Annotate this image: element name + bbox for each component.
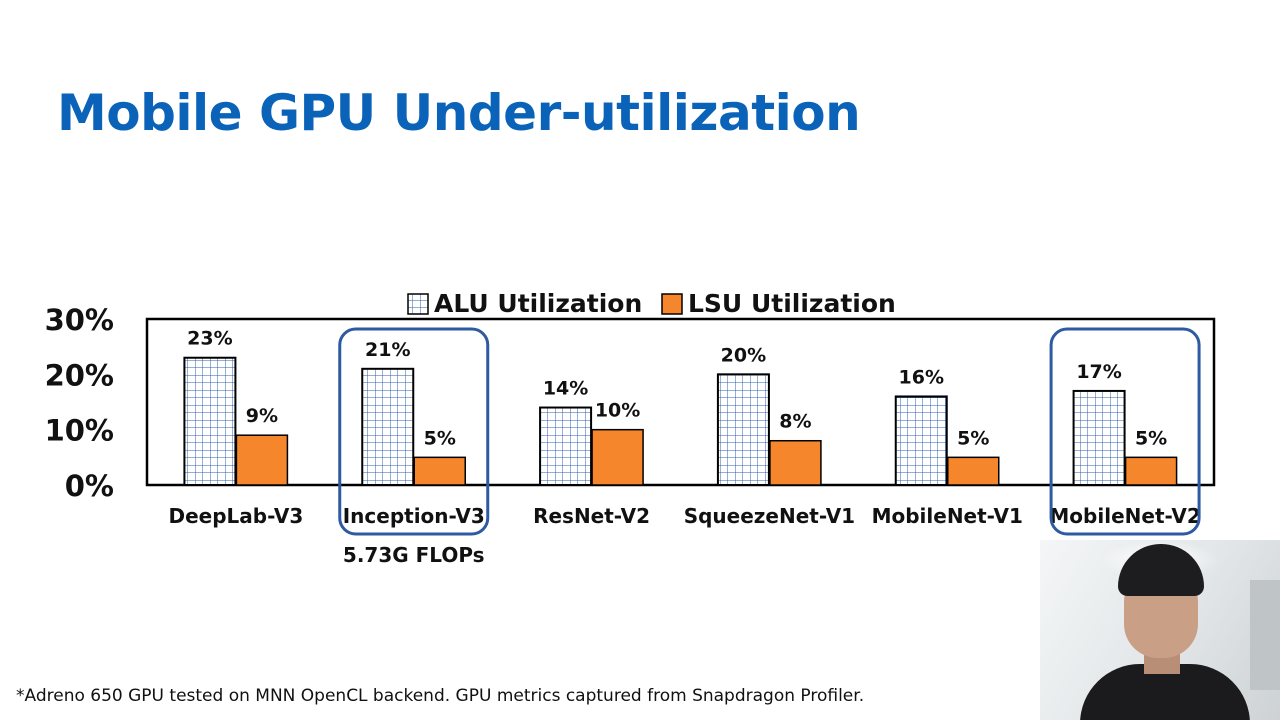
y-tick-label: 0% [65, 469, 114, 503]
plot-area-frame [145, 317, 1216, 487]
data-label-lsu: 10% [595, 400, 640, 422]
data-label-alu: 14% [543, 378, 588, 400]
bar-lsu-deeplab-v3 [235, 434, 289, 486]
presenter-webcam [1040, 540, 1280, 720]
category-label: MobileNet-V2 [1049, 504, 1200, 528]
slide-title: Mobile GPU Under-utilization [57, 84, 861, 142]
data-label-alu: 20% [721, 344, 766, 366]
category-label: Inception-V3 [343, 504, 485, 528]
bar-alu-mobilenet-v2 [1072, 389, 1126, 486]
highlight-box [338, 327, 490, 536]
bar-alu-resnet-v2 [539, 406, 593, 486]
bar-alu-inception-v3 [361, 367, 415, 486]
bar-chart: 0% 10% 20% 30% 23% 9% DeepLab-V3 21% 5% Inception… [45, 289, 1216, 567]
bar-lsu-resnet-v2 [591, 428, 644, 486]
legend-label-alu: ALU Utilization [434, 289, 642, 318]
bar-alu-mobilenet-v1 [894, 395, 948, 487]
data-label-lsu: 5% [424, 427, 456, 449]
category-label: DeepLab-V3 [168, 504, 303, 528]
y-tick-label: 30% [45, 303, 114, 337]
footnote: *Adreno 650 GPU tested on MNN OpenCL bac… [16, 686, 865, 706]
data-label-alu: 23% [187, 328, 232, 350]
data-label-alu: 17% [1076, 361, 1121, 383]
bar-lsu-mobilenet-v2 [1124, 456, 1178, 486]
bar-lsu-squeezenet-v1 [769, 439, 822, 486]
bar-lsu-inception-v3 [413, 456, 466, 486]
webcam-shelf [1250, 580, 1280, 690]
flops-annotation: 5.73G FLOPs [343, 543, 485, 567]
bar-alu-squeezenet-v1 [716, 373, 770, 487]
data-label-alu: 16% [899, 366, 944, 388]
legend-swatch-lsu [661, 293, 683, 315]
y-tick-label: 20% [45, 358, 114, 392]
legend-swatch-alu [407, 293, 429, 315]
category-label: SqueezeNet-V1 [684, 504, 855, 528]
y-tick-label: 10% [45, 414, 114, 448]
data-label-alu: 21% [365, 339, 410, 361]
data-label-lsu: 5% [1135, 427, 1167, 449]
category-label: ResNet-V2 [533, 504, 650, 528]
bar-alu-deeplab-v3 [183, 356, 237, 487]
data-label-lsu: 8% [779, 411, 811, 433]
data-label-lsu: 9% [246, 405, 278, 427]
bar-lsu-mobilenet-v1 [947, 456, 1000, 486]
highlight-box [1049, 327, 1201, 536]
category-label: MobileNet-V1 [872, 504, 1023, 528]
data-label-lsu: 5% [957, 427, 989, 449]
legend-label-lsu: LSU Utilization [688, 289, 896, 318]
